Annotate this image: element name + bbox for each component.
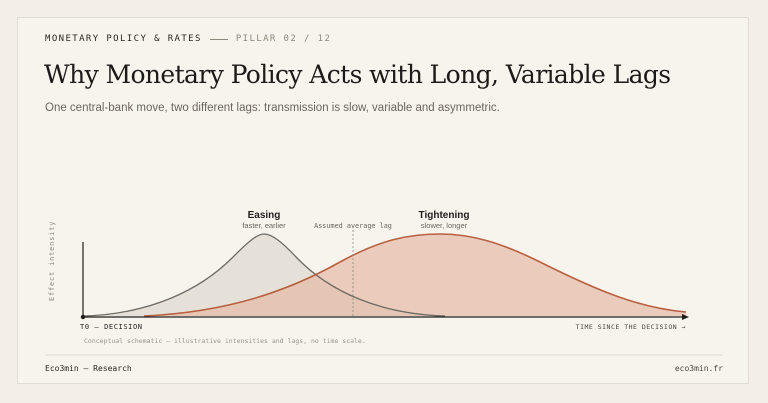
- kicker-separator: [209, 38, 228, 40]
- tightening-curve-area: [144, 234, 686, 316]
- tightening-caption: slower, longer: [421, 221, 468, 230]
- pillar-label: PILLAR 02 / 12: [235, 34, 332, 44]
- tightening-curve-line: [143, 233, 687, 317]
- schematic-note: Conceptual schematic — illustrative inte…: [84, 337, 366, 345]
- page-subtitle: One central-bank move, two different lag…: [45, 102, 500, 114]
- kicker: MONETARY POLICY & RATES PILLAR 02 / 12: [45, 34, 331, 44]
- section-label: MONETARY POLICY & RATES: [45, 34, 202, 44]
- easing-caption: faster, earlier: [242, 221, 286, 230]
- average-lag-label: Assumed average lag: [314, 222, 392, 230]
- content-card: [17, 17, 749, 384]
- x-axis-label: TIME SINCE THE DECISION →: [576, 323, 686, 331]
- easing-label: Easing: [248, 210, 281, 221]
- page-title: Why Monetary Policy Acts with Long, Vari…: [44, 60, 671, 89]
- x-axis-arrow-icon: [682, 314, 689, 320]
- easing-curve-line: [83, 233, 446, 317]
- footer-brand: Eco3min — Research: [45, 364, 132, 373]
- x-origin-label: T0 — DECISION: [80, 323, 143, 331]
- tightening-label: Tightening: [419, 210, 470, 221]
- easing-curve-area: [84, 234, 445, 316]
- origin-dot-icon: [80, 314, 86, 320]
- footer-site-link[interactable]: eco3min.fr: [674, 364, 723, 373]
